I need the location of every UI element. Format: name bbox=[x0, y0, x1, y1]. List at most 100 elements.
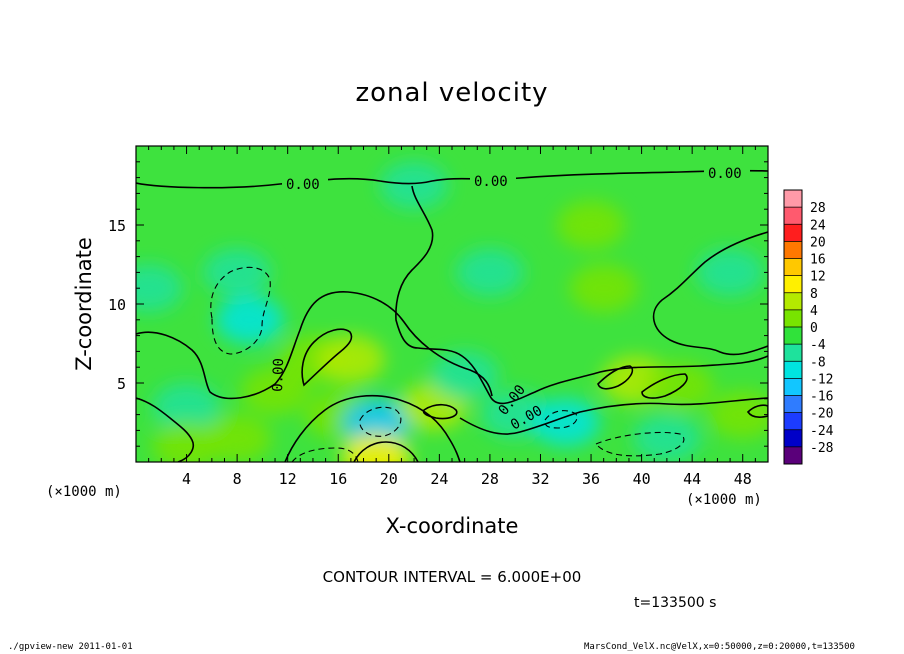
contour-label-4: 0.00 bbox=[270, 358, 287, 392]
colorbar-label: -24 bbox=[810, 424, 834, 439]
heatmap-cell-5 bbox=[152, 422, 221, 462]
x-tick-label: 28 bbox=[481, 470, 499, 488]
x-tick-label: 48 bbox=[734, 470, 752, 488]
colorbar-swatch-9 bbox=[784, 292, 802, 310]
x-tick-label: 24 bbox=[430, 470, 448, 488]
contour-line-zero-middle bbox=[395, 185, 768, 405]
heatmap-field-blobs bbox=[136, 161, 768, 462]
colorbar-swatch-2 bbox=[784, 412, 802, 430]
colorbar-swatch-10 bbox=[784, 275, 802, 293]
colorbar-swatch-11 bbox=[784, 258, 802, 276]
colorbar-label: 16 bbox=[810, 253, 826, 268]
chart-title: zonal velocity bbox=[355, 78, 549, 108]
colorbar-swatch-12 bbox=[784, 241, 802, 259]
heatmap-cell-21 bbox=[569, 264, 638, 313]
contour-line-zero-bottom-right bbox=[459, 397, 768, 435]
heatmap-cell-24 bbox=[696, 248, 765, 297]
colorbar-label: 20 bbox=[810, 235, 826, 250]
contour-lines bbox=[136, 169, 768, 462]
heatmap-cell-0 bbox=[215, 295, 284, 344]
x-tick-label: 40 bbox=[633, 470, 651, 488]
heatmap-cell-18 bbox=[645, 362, 714, 411]
colorbar-label: -28 bbox=[810, 441, 833, 456]
heatmap-cell-19 bbox=[632, 414, 701, 462]
heatmap-cell-12 bbox=[342, 433, 411, 462]
contour-line-six-edge bbox=[746, 404, 768, 418]
x-axis-unit-left: (×1000 m) bbox=[46, 484, 122, 500]
dashed-contour-left-vortex bbox=[210, 266, 271, 355]
colorbar-swatch-14 bbox=[784, 207, 802, 225]
x-tick-label: 20 bbox=[380, 470, 398, 488]
dashed-contour-bottom-right bbox=[595, 431, 685, 457]
colorbar-label: 12 bbox=[810, 270, 826, 285]
x-tick-label: 44 bbox=[683, 470, 701, 488]
colorbar-label: -20 bbox=[810, 407, 833, 422]
x-axis-label: X-coordinate bbox=[385, 514, 519, 538]
heatmap-cell-9 bbox=[241, 366, 310, 415]
contour-line-six-far-right bbox=[641, 373, 688, 399]
contour-line-six-small-center bbox=[422, 403, 458, 420]
heatmap-area: 0.00 0.00 0.00 0.00 0.00 0.00 4 8 12 16 20 24… bbox=[108, 145, 769, 488]
colorbar-swatch-8 bbox=[784, 309, 802, 327]
colorbar-label: -8 bbox=[810, 355, 826, 370]
colorbar-swatch-5 bbox=[784, 361, 802, 379]
contour-label-1: 0.00 bbox=[286, 177, 320, 193]
contour-line-zero-top bbox=[136, 169, 768, 189]
contour-line-zero-left bbox=[136, 291, 493, 400]
dashed-contour-lines bbox=[210, 266, 685, 462]
colorbar-swatch-0 bbox=[784, 446, 802, 464]
colorbar-label: 28 bbox=[810, 201, 826, 216]
colorbar-label: 4 bbox=[810, 304, 818, 319]
y-tick-label: 10 bbox=[108, 296, 126, 314]
colorbar-label: -12 bbox=[810, 372, 833, 387]
heatmap-cell-8 bbox=[316, 335, 385, 384]
colorbar-swatch-1 bbox=[784, 429, 802, 447]
heatmap-cell-14 bbox=[430, 351, 499, 400]
heatmap-cell-16 bbox=[531, 398, 600, 447]
x-tick-label: 36 bbox=[582, 470, 600, 488]
heatmap-cell-11 bbox=[342, 398, 411, 447]
y-tick-label: 15 bbox=[108, 217, 126, 235]
heatmap-cell-4 bbox=[152, 382, 221, 431]
x-tick-label: 4 bbox=[182, 470, 191, 488]
heatmap-cell-2 bbox=[136, 264, 183, 313]
y-axis-label: Z-coordinate bbox=[72, 237, 96, 371]
x-tick-label: 8 bbox=[233, 470, 242, 488]
contour-line-zero-bottom-center bbox=[284, 394, 461, 462]
contour-line-six-bottom bbox=[353, 441, 419, 462]
colorbar-swatch-6 bbox=[784, 344, 802, 362]
dashed-contour-center-vortex bbox=[359, 406, 402, 437]
x-axis-unit-right: (×1000 m) bbox=[686, 492, 762, 508]
colorbar-swatch-15 bbox=[784, 190, 802, 208]
time-stamp: t=133500 s bbox=[634, 595, 717, 611]
contour-line-six-center bbox=[301, 328, 353, 387]
contour-interval-note: CONTOUR INTERVAL = 6.000E+00 bbox=[322, 568, 582, 586]
contour-line-zero-right bbox=[652, 231, 768, 356]
x-tick-label: 32 bbox=[531, 470, 549, 488]
dashed-contour-right-vortex bbox=[544, 410, 578, 429]
colorbar-swatch-4 bbox=[784, 378, 802, 396]
colorbar-label: 24 bbox=[810, 218, 826, 233]
footer-program-info: ./gpview-new 2011-01-01 bbox=[8, 642, 133, 652]
footer-data-source: MarsCond_VelX.nc@VelX,x=0:50000,z=0:2000… bbox=[584, 642, 855, 652]
heatmap-cell-6 bbox=[203, 414, 272, 462]
colorbar-label: -16 bbox=[810, 390, 833, 405]
colorbar-swatch-13 bbox=[784, 224, 802, 242]
contour-line-zero-bottom-left bbox=[136, 397, 194, 462]
dashed-contour-bottom-left bbox=[291, 447, 359, 462]
colorbar-swatch-3 bbox=[784, 395, 802, 413]
colorbar: -28 -24 -20 -16 -12 -8 -4 0 4 8 12 16 20 24 28 bbox=[783, 189, 834, 465]
colorbar-swatch-7 bbox=[784, 327, 802, 345]
heatmap-cell-3 bbox=[380, 161, 449, 210]
x-tick-label: 16 bbox=[329, 470, 347, 488]
colorbar-label: -4 bbox=[810, 338, 826, 353]
y-tick-label: 5 bbox=[117, 375, 126, 393]
heatmap-cell-1 bbox=[203, 248, 272, 297]
colorbar-label: 0 bbox=[810, 321, 818, 336]
heatmap-cell-22 bbox=[557, 201, 626, 249]
contour-label-2: 0.00 bbox=[474, 174, 508, 190]
x-tick-label: 12 bbox=[279, 470, 297, 488]
colorbar-label: 8 bbox=[810, 287, 818, 302]
